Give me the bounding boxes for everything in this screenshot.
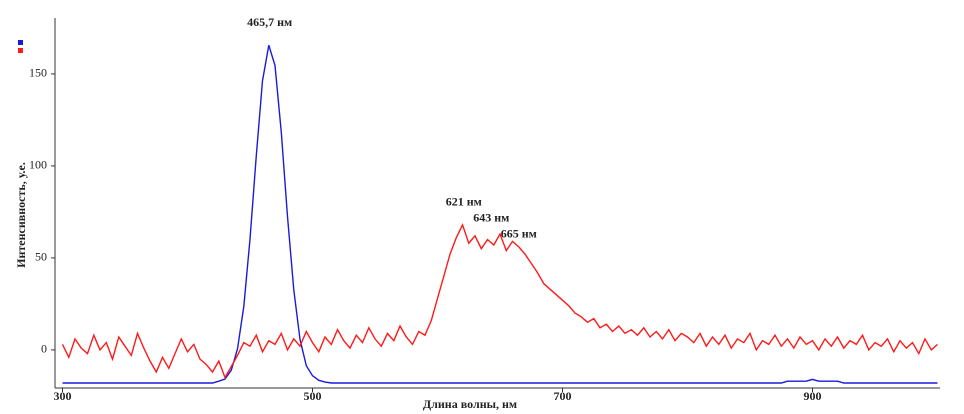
series-line [61,222,938,380]
y-axis-label: Интенсивность, у.е. [14,162,28,268]
x-tick-label: 900 [804,389,822,403]
y-tick-label: 150 [29,66,47,80]
legend-marker [18,40,23,45]
legend-marker [18,48,23,53]
annotation: 643 нм [473,211,509,225]
x-tick-label: 500 [304,389,322,403]
y-tick-label: 0 [41,342,47,356]
x-axis-label: Длина волны, нм [423,397,517,411]
x-tick-label: 300 [54,389,72,403]
y-tick-label: 100 [29,158,47,172]
annotation: 465,7 нм [247,15,292,29]
annotation: 665 нм [501,227,537,241]
series-line [62,44,938,384]
y-tick-label: 50 [35,250,47,264]
annotation: 621 нм [446,195,482,209]
x-tick-label: 700 [554,389,572,403]
